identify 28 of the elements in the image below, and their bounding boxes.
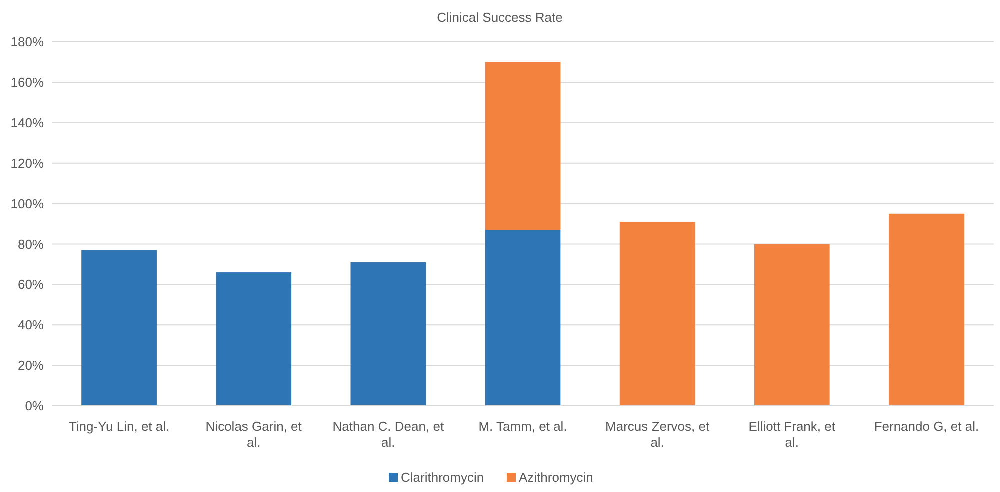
x-tick-label: Elliott Frank, et al. — [748, 419, 836, 450]
x-tick-label: Nicolas Garin, et al. — [206, 419, 302, 450]
y-tick-label: 80% — [18, 236, 44, 252]
bar — [216, 272, 292, 406]
bar — [350, 262, 426, 406]
x-tick-label: Fernando G, et al. — [874, 419, 980, 434]
bar — [485, 62, 561, 230]
bar — [620, 222, 696, 406]
y-tick-label: 140% — [10, 115, 44, 130]
y-tick-label: 0% — [25, 398, 44, 414]
y-tick-label: 60% — [18, 277, 44, 292]
bar — [889, 214, 964, 406]
chart-title: Clinical Success Rate — [437, 10, 563, 25]
y-tick-label: 20% — [18, 358, 44, 374]
y-tick-label: 120% — [10, 156, 44, 171]
y-tick-label: 100% — [10, 196, 44, 212]
legend-label: Azithromycin — [519, 470, 594, 485]
bar — [754, 244, 830, 406]
legend-label: Clarithromycin — [401, 470, 484, 485]
x-tick-label: Marcus Zervos, et al. — [606, 419, 710, 450]
y-tick-label: 40% — [18, 318, 44, 333]
y-tick-label: 160% — [10, 74, 44, 90]
bar — [82, 250, 157, 406]
x-tick-label: Nathan C. Dean, et al. — [332, 419, 444, 450]
y-tick-label: 180% — [10, 34, 44, 50]
x-tick-label: Ting-Yu Lin, et al. — [68, 419, 170, 434]
bar — [485, 230, 561, 406]
x-tick-label: M. Tamm, et al. — [478, 419, 568, 434]
